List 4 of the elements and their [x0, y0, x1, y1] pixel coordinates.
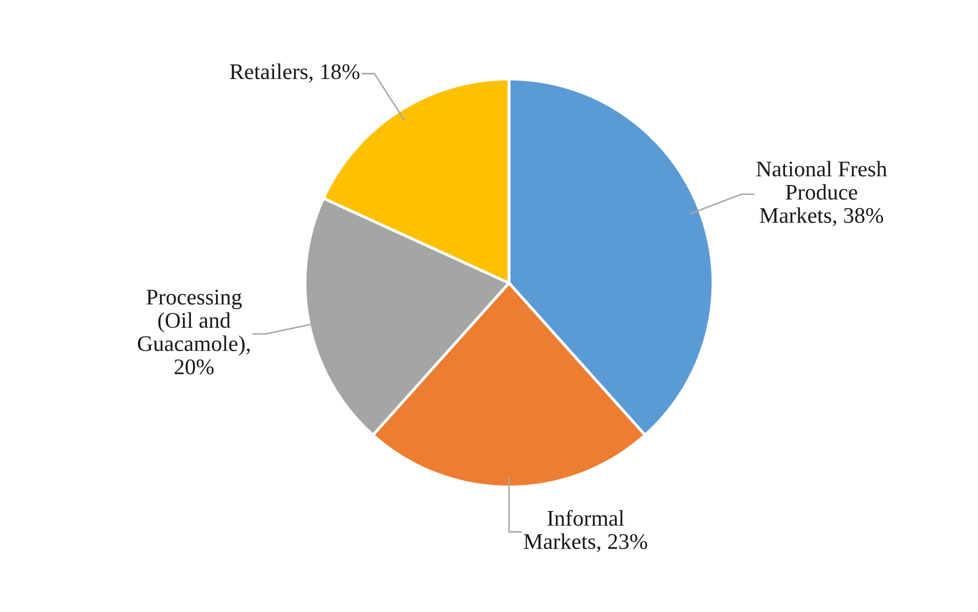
- slice-label: Informal Markets, 23%: [524, 510, 648, 552]
- slice-label: National Fresh Produce Markets, 38%: [756, 160, 887, 226]
- slice-label: Retailers, 18%: [230, 64, 360, 82]
- slice-label: Processing (Oil and Guacamole), 20%: [138, 290, 250, 374]
